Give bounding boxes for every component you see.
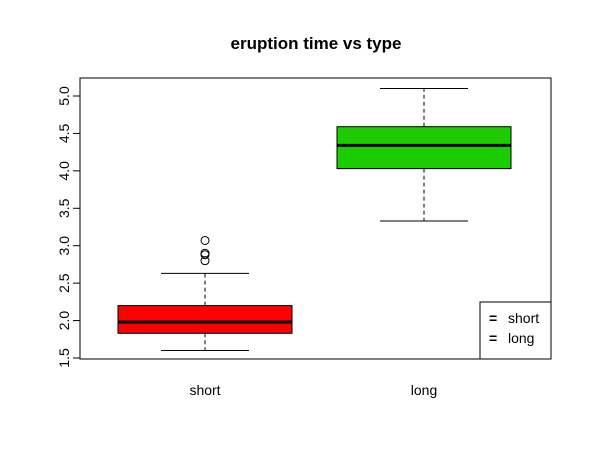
y-tick-label: 4.5 [56, 123, 72, 143]
y-axis: 1.5 2.0 2.5 3.0 3.5 4.0 4.5 5.0 [56, 86, 81, 368]
box-body [117, 305, 293, 334]
x-tick-label: short [189, 382, 220, 398]
y-tick-label: 2.0 [56, 311, 72, 331]
y-tick-label: 2.5 [56, 273, 72, 293]
box-short [117, 235, 293, 352]
chart-title: eruption time vs type [231, 34, 402, 53]
legend-swatch: = [489, 310, 497, 326]
x-axis: short long [189, 382, 437, 398]
box-body [336, 126, 512, 170]
y-tick-label: 3.0 [56, 236, 72, 256]
box-long [336, 88, 512, 222]
x-tick-label: long [411, 382, 437, 398]
outlier-point [200, 250, 210, 260]
legend-swatch: = [489, 330, 497, 346]
outlier-point [200, 235, 210, 245]
y-tick-label: 3.5 [56, 198, 72, 218]
legend-label: long [508, 330, 534, 346]
box-group [117, 88, 512, 352]
legend-label: short [508, 310, 539, 326]
outlier-point [200, 256, 210, 266]
y-tick-label: 5.0 [56, 86, 72, 106]
y-tick-label: 4.0 [56, 161, 72, 181]
y-tick-label: 1.5 [56, 348, 72, 368]
legend-box [479, 301, 552, 360]
legend: = short = long [479, 301, 552, 360]
